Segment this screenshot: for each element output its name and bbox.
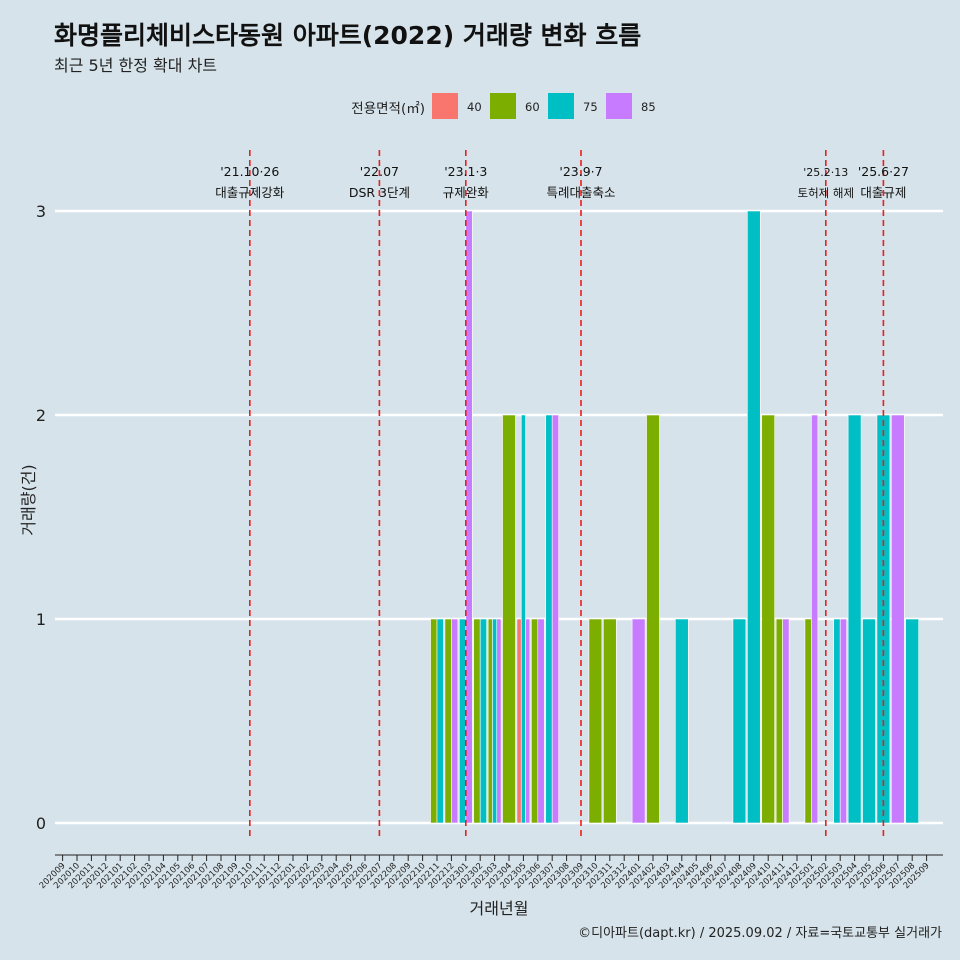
event-date-label: '23.9·7 — [559, 164, 602, 179]
legend-label-85: 85 — [641, 100, 656, 114]
source-caption: ©디아파트(dapt.kr) / 2025.09.02 / 자료=국토교통부 실… — [578, 926, 942, 941]
bar-202306-85 — [537, 618, 545, 824]
bar-202303-60 — [487, 618, 493, 824]
legend-swatch-75 — [548, 93, 574, 119]
bar-202305-85 — [525, 618, 531, 824]
bar-202411-60 — [775, 618, 783, 824]
legend-label-75: 75 — [583, 100, 598, 114]
bar-202409-75 — [747, 210, 761, 824]
y-tick-label: 0 — [36, 814, 46, 833]
event-markers: '21.10·26 대출규제강화 '22.07 DSR 3단계 '23.1·3 규제완화 '… — [215, 150, 909, 840]
y-axis-title: 거래량(건) — [19, 464, 38, 535]
event-date-label: '25.2·13 — [803, 166, 848, 179]
bar-202310-60 — [588, 618, 603, 824]
legend-swatch-60 — [490, 93, 516, 119]
bar-202303-85 — [496, 618, 502, 824]
event-name-label: DSR 3단계 — [349, 185, 410, 200]
legend: 전용면적(㎡) 40 60 75 85 — [351, 93, 656, 119]
event-date-label: '22.07 — [360, 164, 399, 179]
bar-202304-60 — [502, 414, 516, 824]
chart-subtitle: 최근 5년 한정 확대 차트 — [54, 56, 218, 75]
legend-swatch-85 — [606, 93, 632, 119]
bar-202501-85 — [811, 414, 819, 824]
event-date-label: '23.1·3 — [444, 164, 487, 179]
legend-label-60: 60 — [525, 100, 540, 114]
bar-202212-60 — [444, 618, 452, 824]
bar-202504-75 — [847, 414, 862, 824]
axes: 0123202009202010202011202012202101202102… — [19, 202, 943, 918]
y-tick-label: 2 — [36, 406, 46, 425]
legend-swatch-40 — [432, 93, 458, 119]
bar-202501-60 — [804, 618, 812, 824]
legend-label-40: 40 — [467, 100, 482, 114]
bar-202411-85 — [782, 618, 790, 824]
bar-202303-75 — [492, 618, 498, 824]
bar-202404-75 — [675, 618, 689, 824]
bar-202507-85 — [891, 414, 905, 824]
bar-202307-85 — [551, 414, 559, 824]
bar-202306-60 — [531, 618, 539, 824]
bar-202302-75 — [479, 618, 487, 824]
event-name-label: 특례대출축소 — [546, 185, 615, 200]
event-name-label: 대출규제 — [860, 185, 906, 200]
bar-202305-75 — [520, 414, 526, 824]
bar-202211-60 — [430, 618, 438, 824]
bar-202503-75 — [833, 618, 841, 824]
bar-202302-60 — [473, 618, 481, 824]
y-tick-label: 3 — [36, 202, 46, 221]
bar-202212-85 — [451, 618, 459, 824]
bar-202401-85 — [631, 618, 646, 824]
bar-202301-75 — [459, 618, 467, 824]
bar-202505-75 — [862, 618, 876, 824]
event-date-label: '25.6·27 — [858, 164, 909, 179]
event-name-label: 대출규제강화 — [215, 185, 285, 200]
bar-202301-85 — [465, 210, 473, 824]
x-axis-title: 거래년월 — [470, 899, 529, 918]
bar-202305-40 — [516, 618, 522, 824]
event-name-label: 토허제 해제 — [798, 186, 855, 200]
bar-202311-60 — [603, 618, 617, 824]
bars — [430, 210, 919, 824]
event-date-label: '21.10·26 — [220, 164, 279, 179]
bar-202307-75 — [545, 414, 553, 824]
event-name-label: 규제완화 — [443, 185, 490, 200]
bar-202408-75 — [732, 618, 747, 824]
bar-202211-75 — [436, 618, 444, 824]
bar-202402-60 — [646, 414, 660, 824]
bar-202508-75 — [905, 618, 919, 824]
chart-title: 화명플리체비스타동원 아파트(2022) 거래량 변화 흐름 — [54, 21, 642, 50]
legend-title: 전용면적(㎡) — [351, 101, 425, 117]
y-tick-label: 1 — [36, 610, 46, 629]
bar-202410-60 — [761, 414, 775, 824]
bar-202503-85 — [839, 618, 847, 824]
